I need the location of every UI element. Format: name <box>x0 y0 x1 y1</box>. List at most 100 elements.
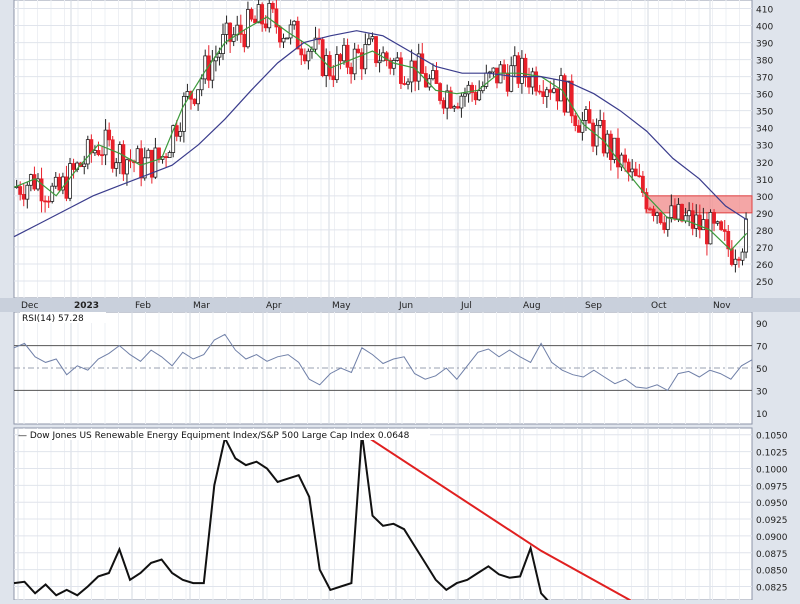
ratio-tick-label: 0.0825 <box>756 584 788 594</box>
candle-down <box>502 64 507 74</box>
ratio-tick-label: 0.1000 <box>756 465 788 475</box>
candle-up <box>687 210 692 217</box>
candle-up <box>167 152 172 159</box>
candle-down <box>32 174 37 190</box>
candle-up <box>267 2 272 29</box>
candle-down <box>295 20 300 50</box>
candle-up <box>520 57 524 84</box>
candle-up <box>199 78 204 91</box>
candle-down <box>157 147 161 160</box>
ratio-tick-label: 0.0900 <box>756 533 788 543</box>
price-tick-label: 330 <box>756 142 773 152</box>
candle-down <box>345 44 350 68</box>
candle-down <box>601 119 606 154</box>
ratio-line <box>13 433 553 604</box>
candle-down <box>523 57 528 78</box>
resistance-zone <box>645 195 753 214</box>
ratio-title: — Dow Jones US Renewable Energy Equipmen… <box>18 431 410 441</box>
candle-up <box>598 119 603 126</box>
candle-up <box>477 90 482 101</box>
candle-down <box>555 88 560 102</box>
candle-up <box>36 178 40 190</box>
candle-up <box>181 96 186 132</box>
candle-down <box>573 115 578 126</box>
candle-up <box>370 36 375 40</box>
price-tick-label: 280 <box>756 227 773 237</box>
price-tick-label: 370 <box>756 74 773 84</box>
candle-up <box>217 53 222 58</box>
candle-up <box>655 212 660 217</box>
candle-down <box>149 149 154 178</box>
candle-down <box>697 214 702 231</box>
candle-up <box>281 37 286 43</box>
candle-up <box>135 148 140 164</box>
candle-down <box>587 109 592 124</box>
candle-up <box>463 93 467 97</box>
candle-down <box>278 26 282 43</box>
candle-up <box>313 37 318 50</box>
ratio-tick-label: 0.1025 <box>756 449 788 459</box>
candle-up <box>178 131 183 137</box>
candle-down <box>192 98 197 105</box>
candle-up <box>210 60 215 81</box>
x-tick-label: Aug <box>523 301 541 311</box>
date-axis-strip <box>0 298 800 312</box>
ratio-panel <box>13 427 753 601</box>
candle-down <box>644 192 649 210</box>
candle-down <box>228 22 233 42</box>
candle-down <box>473 92 478 101</box>
x-tick-label: Jun <box>398 301 413 311</box>
rsi-tick-label: 30 <box>756 387 768 397</box>
candle-up <box>203 55 208 80</box>
candle-down <box>121 144 126 175</box>
price-tick-label: 250 <box>756 278 773 288</box>
x-tick-label: 2023 <box>74 301 99 311</box>
candle-up <box>391 60 396 69</box>
candle-down <box>110 139 115 169</box>
candle-up <box>196 89 201 105</box>
candle-down <box>71 163 76 170</box>
candle-up <box>665 217 670 230</box>
candle-down <box>722 229 727 232</box>
candle-down <box>139 148 144 179</box>
candle-up <box>676 203 681 220</box>
ratio-title-background <box>20 429 430 440</box>
candle-up <box>509 65 514 92</box>
candle-up <box>512 55 517 67</box>
candle-down <box>359 52 364 70</box>
candle-down <box>576 125 581 133</box>
candle-down <box>263 23 268 29</box>
candle-up <box>334 54 339 81</box>
candle-down <box>548 89 553 93</box>
ratio-tick-label: 0.0875 <box>756 550 788 560</box>
candle-down <box>737 258 741 261</box>
candle-down <box>527 76 531 88</box>
candle-down <box>331 75 336 81</box>
candle-down <box>270 2 275 10</box>
rsi-tick-label: 70 <box>756 343 768 353</box>
price-tick-label: 300 <box>756 193 773 203</box>
candle-up <box>292 20 297 26</box>
candle-down <box>320 39 325 76</box>
candle-down <box>516 55 521 84</box>
candle-down <box>534 71 539 92</box>
candle-up <box>224 22 229 35</box>
rsi-tick-label: 50 <box>756 365 768 375</box>
candle-up <box>352 48 357 75</box>
candle-up <box>701 219 706 231</box>
candle-up <box>584 109 588 121</box>
candle-up <box>146 149 151 159</box>
candle-down <box>651 208 656 217</box>
candle-down <box>455 106 460 109</box>
x-tick-label: Dec <box>21 301 38 311</box>
fast-moving-average-line <box>13 16 748 252</box>
candle-down <box>107 129 112 141</box>
slow-moving-average-line <box>13 30 748 238</box>
candle-down <box>21 194 26 200</box>
candle-down <box>338 54 343 62</box>
candle-down <box>18 186 23 195</box>
candle-down <box>470 84 474 93</box>
candle-up <box>60 176 65 191</box>
